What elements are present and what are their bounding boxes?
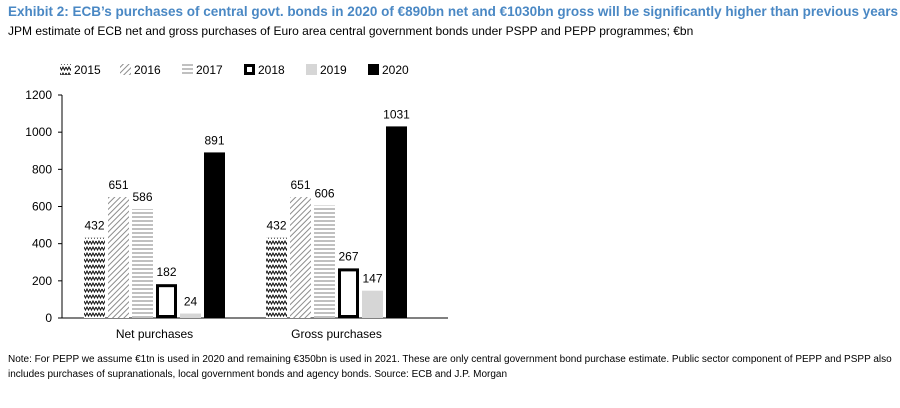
- legend-swatch-2016: [120, 64, 131, 75]
- y-tick-label: 600: [32, 200, 52, 214]
- data-label: 651: [108, 178, 128, 192]
- y-tick-label: 800: [32, 162, 52, 176]
- data-label: 651: [290, 178, 310, 192]
- data-label: 891: [204, 133, 224, 147]
- legend-label-2016: 2016: [134, 63, 161, 77]
- bar-2020-net: [204, 152, 225, 318]
- chart-title: Exhibit 2: ECB’s purchases of central go…: [8, 4, 898, 19]
- data-label: 432: [266, 219, 286, 233]
- legend: 2015 2016 2017 2018 2019 2020: [60, 63, 409, 77]
- legend-label-2015: 2015: [74, 63, 101, 77]
- data-label: 586: [132, 190, 152, 204]
- data-label: 1031: [383, 107, 410, 121]
- bar-2017-gross: [314, 205, 335, 318]
- legend-swatch-2020: [368, 64, 379, 75]
- axes: 0 200 400 600 800 1000 1200 Net purchases Gross …: [25, 88, 448, 341]
- y-tick-label: 1000: [25, 125, 52, 139]
- legend-label-2017: 2017: [196, 63, 223, 77]
- bar-2015-net: [84, 237, 105, 318]
- legend-swatch-2019: [306, 64, 317, 75]
- y-tick-label: 0: [45, 311, 52, 325]
- legend-swatch-2015: [60, 64, 71, 75]
- y-tick-label: 1200: [25, 88, 52, 102]
- legend-swatch-2017: [182, 64, 193, 75]
- y-tick-label: 400: [32, 237, 52, 251]
- x-category-label: Net purchases: [116, 327, 193, 341]
- bar-2015-gross: [266, 237, 287, 318]
- data-label: 24: [184, 295, 198, 309]
- bars: [84, 126, 407, 319]
- bar-2016-net: [108, 197, 129, 318]
- footnote: Note: For PEPP we assume €1tn is used in…: [8, 354, 892, 380]
- x-category-label: Gross purchases: [291, 327, 382, 341]
- legend-swatch-2018: [244, 64, 255, 75]
- data-labels: 432 651 586 182 24 891 432 651 606 267 147 1031: [84, 107, 410, 308]
- bar-2018-gross: [338, 268, 359, 319]
- data-label: 606: [314, 186, 334, 200]
- data-label: 267: [338, 249, 358, 263]
- y-tick-label: 200: [32, 274, 52, 288]
- data-label: 182: [156, 265, 176, 279]
- bar-2018-net: [156, 284, 177, 319]
- bar-2020-gross: [386, 126, 407, 319]
- data-label: 432: [84, 219, 104, 233]
- bar-2017-net: [132, 209, 153, 318]
- chart-subtitle: JPM estimate of ECB net and gross purcha…: [8, 24, 694, 38]
- bar-2016-gross: [290, 197, 311, 318]
- legend-label-2019: 2019: [320, 63, 347, 77]
- legend-label-2020: 2020: [382, 63, 409, 77]
- data-label: 147: [362, 272, 382, 286]
- bar-2019-gross: [362, 290, 383, 318]
- legend-label-2018: 2018: [258, 63, 285, 77]
- bar-2019-net: [180, 313, 201, 318]
